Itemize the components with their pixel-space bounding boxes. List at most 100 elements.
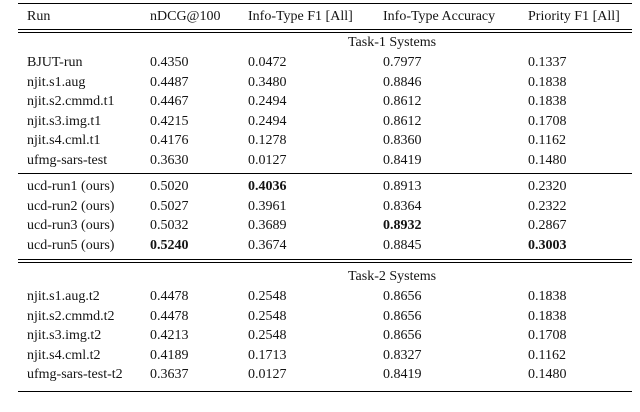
- cell-ndcg-100: 0.4487: [150, 74, 189, 90]
- cell-priority-f1-all: 0.1838: [528, 74, 567, 90]
- cell-priority-f1-all: 0.1838: [528, 308, 567, 324]
- cell-run: njit.s2.cmmd.t1: [27, 94, 115, 110]
- cell-run: ucd-run2 (ours): [27, 198, 115, 214]
- table-row: njit.s3.img.t1 0.4215 0.2494 0.8612 0.1708: [18, 112, 632, 132]
- cell-run: njit.s3.img.t2: [27, 328, 102, 344]
- cell-info-type-accuracy: 0.7977: [383, 55, 422, 71]
- cell-priority-f1-all: 0.1337: [528, 55, 567, 71]
- cell-info-type-accuracy: 0.8846: [383, 74, 422, 90]
- cell-priority-f1-all: 0.2867: [528, 218, 567, 234]
- cell-ndcg-100: 0.5032: [150, 218, 189, 234]
- table-row: njit.s4.cml.t1 0.4176 0.1278 0.8360 0.1162: [18, 131, 632, 151]
- cell-run: BJUT-run: [27, 55, 83, 71]
- table-row: ucd-run1 (ours) 0.5020 0.4036 0.8913 0.2320: [18, 177, 632, 197]
- cell-ndcg-100: 0.5240: [150, 237, 189, 253]
- cell-ndcg-100: 0.4478: [150, 289, 189, 305]
- cell-info-type-accuracy: 0.8612: [383, 94, 422, 110]
- column-header-run: Run: [27, 9, 51, 24]
- cell-ndcg-100: 0.4467: [150, 94, 189, 110]
- cell-info-type-accuracy: 0.8327: [383, 347, 422, 363]
- table-row: ufmg-sars-test-t2 0.3637 0.0127 0.8419 0.148…: [18, 365, 632, 385]
- cell-priority-f1-all: 0.1838: [528, 289, 567, 305]
- table-row: ufmg-sars-test 0.3630 0.0127 0.8419 0.1480: [18, 151, 632, 171]
- cell-info-type-accuracy: 0.8360: [383, 133, 422, 149]
- table-row: njit.s1.aug.t2 0.4478 0.2548 0.8656 0.1838: [18, 287, 632, 307]
- cell-ndcg-100: 0.4478: [150, 308, 189, 324]
- cell-priority-f1-all: 0.1708: [528, 113, 567, 129]
- cell-info-type-accuracy: 0.8845: [383, 237, 422, 253]
- cell-run: njit.s1.aug: [27, 74, 86, 90]
- cell-run: ufmg-sars-test: [27, 152, 108, 168]
- cell-info-type-f1-all: 0.0127: [248, 367, 287, 383]
- cell-info-type-accuracy: 0.8612: [383, 113, 422, 129]
- top-rule: [18, 3, 632, 4]
- cell-priority-f1-all: 0.1162: [528, 133, 566, 149]
- cell-priority-f1-all: 0.2322: [528, 198, 567, 214]
- cell-info-type-f1-all: 0.3674: [248, 237, 287, 253]
- cell-info-type-f1-all: 0.1278: [248, 133, 287, 149]
- table-row: njit.s1.aug 0.4487 0.3480 0.8846 0.1838: [18, 73, 632, 93]
- cell-run: njit.s3.img.t1: [27, 113, 102, 129]
- table-row: ucd-run3 (ours) 0.5032 0.3689 0.8932 0.2867: [18, 216, 632, 236]
- section-title-task1: Task-1 Systems: [347, 35, 437, 51]
- cell-info-type-f1-all: 0.3689: [248, 218, 287, 234]
- cell-info-type-accuracy: 0.8932: [383, 218, 422, 234]
- cell-info-type-f1-all: 0.4036: [248, 179, 287, 195]
- cell-priority-f1-all: 0.1162: [528, 347, 566, 363]
- cell-info-type-accuracy: 0.8656: [383, 308, 422, 324]
- section-double-rule: [18, 258, 632, 264]
- cell-ndcg-100: 0.4189: [150, 347, 189, 363]
- cell-ndcg-100: 0.3637: [150, 367, 189, 383]
- column-header-ndcg-100: nDCG@100: [150, 9, 221, 24]
- cell-info-type-f1-all: 0.2548: [248, 289, 287, 305]
- cell-ndcg-100: 0.4350: [150, 55, 189, 71]
- table-row: njit.s3.img.t2 0.4213 0.2548 0.8656 0.1708: [18, 326, 632, 346]
- cell-run: njit.s2.cmmd.t2: [27, 308, 115, 324]
- cell-info-type-f1-all: 0.2494: [248, 113, 287, 129]
- task1-baseline-rows: BJUT-run 0.4350 0.0472 0.7977 0.1337 njit.s1.…: [18, 53, 632, 170]
- cell-info-type-accuracy: 0.8419: [383, 367, 422, 383]
- cell-run: ucd-run1 (ours): [27, 179, 115, 195]
- cell-priority-f1-all: 0.1708: [528, 328, 567, 344]
- table-row: ucd-run2 (ours) 0.5027 0.3961 0.8364 0.2322: [18, 197, 632, 217]
- table-row: BJUT-run 0.4350 0.0472 0.7977 0.1337: [18, 53, 632, 73]
- cell-info-type-accuracy: 0.8364: [383, 198, 422, 214]
- cell-run: ucd-run5 (ours): [27, 237, 115, 253]
- cell-ndcg-100: 0.4215: [150, 113, 189, 129]
- cell-info-type-f1-all: 0.2548: [248, 328, 287, 344]
- cell-ndcg-100: 0.5027: [150, 198, 189, 214]
- results-table: Run nDCG@100 Info-Type F1 [All] Info-Typ…: [18, 3, 632, 392]
- cell-ndcg-100: 0.4176: [150, 133, 189, 149]
- cell-priority-f1-all: 0.1838: [528, 94, 567, 110]
- cell-info-type-accuracy: 0.8419: [383, 152, 422, 168]
- column-header-priority-f1-all: Priority F1 [All]: [528, 9, 620, 24]
- cell-ndcg-100: 0.3630: [150, 152, 189, 168]
- cell-priority-f1-all: 0.2320: [528, 179, 567, 195]
- cell-info-type-f1-all: 0.1713: [248, 347, 287, 363]
- bottom-rule: [18, 390, 632, 392]
- section-title-task2: Task-2 Systems: [347, 269, 437, 285]
- cell-info-type-f1-all: 0.3480: [248, 74, 287, 90]
- task2-rows: njit.s1.aug.t2 0.4478 0.2548 0.8656 0.1838 nj…: [18, 287, 632, 385]
- cell-ndcg-100: 0.5020: [150, 179, 189, 195]
- cell-run: njit.s4.cml.t1: [27, 133, 101, 149]
- cell-priority-f1-all: 0.1480: [528, 152, 567, 168]
- cell-info-type-accuracy: 0.8656: [383, 289, 422, 305]
- cell-info-type-f1-all: 0.3961: [248, 198, 287, 214]
- cell-run: njit.s1.aug.t2: [27, 289, 100, 305]
- cell-run: njit.s4.cml.t2: [27, 347, 101, 363]
- cell-info-type-accuracy: 0.8656: [383, 328, 422, 344]
- cell-priority-f1-all: 0.3003: [528, 237, 567, 253]
- header-double-rule: [18, 29, 632, 34]
- cell-info-type-f1-all: 0.2548: [248, 308, 287, 324]
- header-row: Run nDCG@100 Info-Type F1 [All] Info-Typ…: [18, 4, 632, 29]
- task1-ours-rows: ucd-run1 (ours) 0.5020 0.4036 0.8913 0.2320 u…: [18, 177, 632, 255]
- column-header-info-type-f1-all: Info-Type F1 [All]: [248, 9, 353, 24]
- column-header-info-type-accuracy: Info-Type Accuracy: [383, 9, 496, 24]
- cell-info-type-accuracy: 0.8913: [383, 179, 422, 195]
- cell-run: ucd-run3 (ours): [27, 218, 115, 234]
- group-divider-rule: [18, 173, 632, 175]
- cell-priority-f1-all: 0.1480: [528, 367, 567, 383]
- cell-info-type-f1-all: 0.0472: [248, 55, 287, 71]
